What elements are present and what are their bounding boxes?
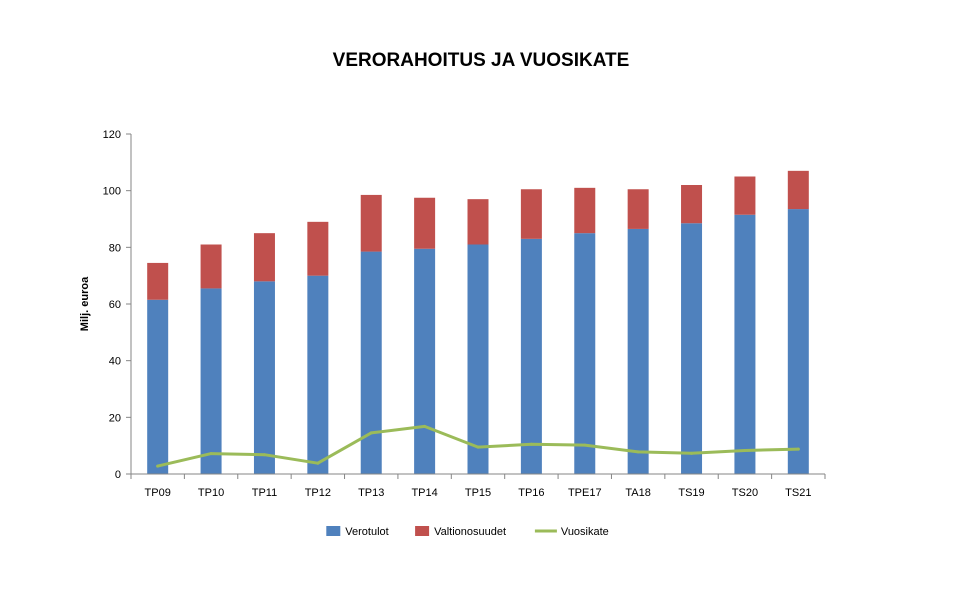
bar-verotulot-tp13 xyxy=(360,251,382,474)
point-vuosikate-tp10 xyxy=(209,452,213,456)
y-tick-label: 40 xyxy=(109,356,121,368)
y-tick-label: 100 xyxy=(103,186,121,198)
x-tick-label: TP11 xyxy=(252,487,277,499)
x-tick-label: TS21 xyxy=(785,487,811,499)
y-axis-label: Milj. euroa xyxy=(79,276,91,331)
x-tick-label: TA18 xyxy=(625,487,650,499)
bar-valtionosuudet-tp15 xyxy=(467,199,489,245)
legend-swatch-valtionosuudet xyxy=(415,526,430,536)
y-tick-label: 20 xyxy=(109,412,121,424)
bar-valtionosuudet-tp13 xyxy=(360,194,382,252)
bar-verotulot-ts19 xyxy=(681,223,703,474)
y-tick-label: 120 xyxy=(103,129,121,141)
point-vuosikate-ts19 xyxy=(690,451,694,455)
x-tick-label: TPE17 xyxy=(568,487,602,499)
point-vuosikate-tpe17 xyxy=(583,443,587,447)
x-tick-label: TP15 xyxy=(465,487,491,499)
x-tick-label: TP12 xyxy=(305,487,331,499)
point-vuosikate-tp13 xyxy=(369,431,373,435)
bar-valtionosuudet-tp09 xyxy=(147,262,169,300)
y-tick-label: 80 xyxy=(109,242,121,254)
bar-verotulot-tp15 xyxy=(467,244,489,474)
plot-area: 0 20 40 60 80 100 120 TP09 TP10 TP11 TP12 TP13 TP14 T… xyxy=(103,129,826,499)
point-vuosikate-tp11 xyxy=(262,453,266,457)
bar-verotulot-tp09 xyxy=(147,299,169,474)
bar-valtionosuudet-tp11 xyxy=(253,233,275,282)
bar-verotulot-ts21 xyxy=(787,209,809,475)
bar-valtionosuudet-ta18 xyxy=(627,189,649,229)
point-vuosikate-ts20 xyxy=(743,448,747,452)
legend-label-vuosikate: Vuosikate xyxy=(561,526,609,538)
x-tick-label: TP14 xyxy=(411,487,437,499)
bar-verotulot-tp11 xyxy=(253,281,275,474)
bar-verotulot-tp14 xyxy=(414,248,436,474)
point-vuosikate-ts21 xyxy=(796,447,800,451)
point-vuosikate-tp16 xyxy=(529,442,533,446)
bar-valtionosuudet-ts19 xyxy=(681,185,703,224)
x-tick-label: TP13 xyxy=(358,487,384,499)
bar-verotulot-ta18 xyxy=(627,228,649,474)
y-tick-label: 60 xyxy=(109,299,121,311)
legend: Verotulot Valtionosuudet Vuosikate xyxy=(326,526,609,538)
x-tick-label: TP10 xyxy=(198,487,224,499)
bar-valtionosuudet-ts21 xyxy=(787,170,809,210)
legend-swatch-verotulot xyxy=(326,526,341,536)
bar-valtionosuudet-tp14 xyxy=(414,197,436,249)
bar-valtionosuudet-tp10 xyxy=(200,244,222,289)
bar-verotulot-tp10 xyxy=(200,288,222,474)
y-tick-label: 0 xyxy=(115,469,121,481)
bar-verotulot-tpe17 xyxy=(574,233,596,474)
legend-label-valtionosuudet: Valtionosuudet xyxy=(434,526,506,538)
point-vuosikate-ta18 xyxy=(636,450,640,454)
x-tick-label: TP09 xyxy=(145,487,171,499)
bar-valtionosuudet-tpe17 xyxy=(574,187,596,234)
bar-valtionosuudet-tp12 xyxy=(307,221,329,276)
point-vuosikate-tp15 xyxy=(476,445,480,449)
bar-valtionosuudet-ts20 xyxy=(734,176,756,215)
point-vuosikate-tp14 xyxy=(423,424,427,428)
bar-verotulot-tp16 xyxy=(520,238,542,474)
x-tick-label: TS20 xyxy=(732,487,758,499)
bar-verotulot-tp12 xyxy=(307,275,329,474)
x-tick-label: TS19 xyxy=(678,487,704,499)
bar-verotulot-ts20 xyxy=(734,214,756,474)
point-vuosikate-tp12 xyxy=(316,461,320,465)
legend-label-verotulot: Verotulot xyxy=(345,526,388,538)
bar-valtionosuudet-tp16 xyxy=(520,189,542,239)
x-tick-label: TP16 xyxy=(518,487,544,499)
point-vuosikate-tp09 xyxy=(156,464,160,468)
chart-title: VERORAHOITUS JA VUOSIKATE xyxy=(333,50,630,71)
